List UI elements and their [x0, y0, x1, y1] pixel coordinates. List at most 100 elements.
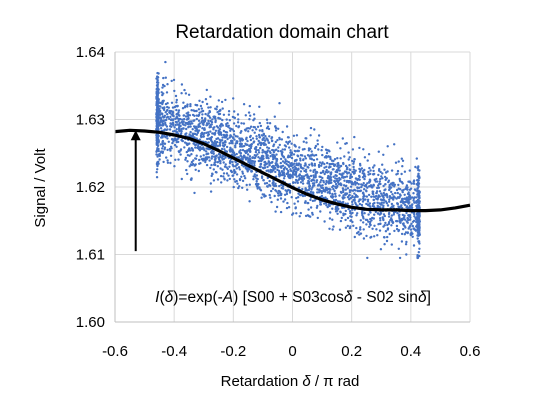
- scatter-point: [405, 211, 408, 215]
- scatter-point: [316, 143, 319, 146]
- scatter-point: [397, 205, 400, 208]
- scatter-point: [271, 170, 274, 173]
- scatter-point: [282, 177, 286, 180]
- scatter-point: [337, 169, 340, 172]
- scatter-point: [230, 141, 233, 145]
- scatter-point: [175, 121, 178, 124]
- scatter-point: [212, 152, 215, 155]
- scatter-point: [336, 212, 339, 215]
- scatter-point: [279, 193, 283, 197]
- scatter-point: [255, 137, 258, 140]
- scatter-point: [309, 169, 312, 172]
- scatter-point: [284, 145, 288, 148]
- scatter-point: [175, 113, 178, 116]
- scatter-point: [212, 179, 216, 182]
- scatter-point: [317, 163, 321, 167]
- scatter-point: [167, 140, 170, 143]
- scatter-point: [255, 177, 258, 180]
- scatter-point: [219, 125, 222, 128]
- scatter-point: [276, 166, 280, 169]
- scatter-point: [198, 158, 201, 162]
- scatter-point: [373, 213, 376, 216]
- scatter-point: [285, 140, 288, 144]
- scatter-point: [221, 139, 224, 142]
- scatter-point: [388, 188, 391, 192]
- scatter-point: [260, 196, 263, 199]
- scatter-point: [275, 160, 278, 163]
- scatter-point: [166, 113, 169, 116]
- formula-part: ]: [427, 289, 431, 306]
- scatter-point: [277, 146, 280, 149]
- scatter-point: [367, 170, 370, 174]
- scatter-point: [200, 135, 203, 138]
- scatter-point: [296, 200, 300, 203]
- scatter-point: [377, 150, 380, 153]
- scatter-point: [261, 138, 264, 142]
- scatter-point: [342, 190, 345, 194]
- scatter-point: [369, 211, 372, 214]
- scatter-point: [193, 119, 196, 122]
- scatter-point: [328, 227, 331, 230]
- scatter-point: [281, 151, 284, 154]
- scatter-point: [207, 147, 210, 151]
- scatter-point: [160, 91, 163, 94]
- scatter-point: [232, 97, 235, 100]
- scatter-point: [281, 148, 284, 151]
- scatter-point: [365, 223, 368, 226]
- scatter-point: [232, 130, 236, 133]
- scatter-point: [361, 214, 364, 217]
- scatter-point: [257, 151, 261, 154]
- scatter-point: [209, 190, 213, 193]
- scatter-point: [290, 142, 293, 145]
- scatter-point: [355, 232, 359, 235]
- scatter-point: [372, 198, 375, 202]
- scatter-point: [194, 157, 198, 160]
- scatter-point: [156, 78, 159, 82]
- scatter-point: [214, 155, 218, 158]
- scatter-point: [309, 134, 312, 137]
- scatter-point: [245, 127, 248, 130]
- scatter-point: [178, 123, 181, 127]
- x-tick-label: -0.2: [220, 343, 246, 360]
- scatter-point: [208, 126, 211, 129]
- scatter-point: [403, 203, 407, 207]
- scatter-point: [418, 191, 421, 194]
- scatter-point: [349, 215, 352, 218]
- scatter-point: [210, 163, 213, 167]
- scatter-point: [198, 99, 201, 103]
- scatter-point: [363, 195, 366, 198]
- scatter-point: [171, 141, 174, 145]
- scatter-point: [370, 186, 373, 189]
- scatter-point: [291, 171, 295, 174]
- scatter-point: [155, 171, 158, 174]
- scatter-point: [321, 189, 325, 193]
- scatter-point: [320, 164, 323, 167]
- scatter-point: [264, 163, 268, 166]
- scatter-point: [361, 200, 365, 203]
- scatter-point: [359, 219, 362, 222]
- scatter-point: [163, 84, 166, 88]
- scatter-point: [161, 142, 164, 146]
- scatter-point: [333, 158, 337, 161]
- scatter-point: [317, 165, 321, 169]
- scatter-point: [215, 171, 218, 174]
- scatter-point: [412, 179, 416, 182]
- scatter-point: [218, 128, 222, 131]
- scatter-point: [412, 182, 416, 185]
- scatter-point: [414, 228, 417, 231]
- scatter-point: [316, 139, 319, 142]
- scatter-point: [164, 111, 167, 114]
- scatter-point: [223, 148, 226, 151]
- scatter-point: [402, 222, 405, 225]
- scatter-point: [394, 191, 397, 195]
- scatter-point: [352, 165, 355, 169]
- scatter-point: [276, 168, 279, 172]
- scatter-point: [156, 117, 160, 120]
- scatter-point: [268, 163, 271, 167]
- scatter-point: [417, 165, 420, 168]
- scatter-point: [401, 165, 404, 168]
- scatter-point: [194, 163, 197, 166]
- scatter-point: [268, 193, 271, 197]
- scatter-point: [331, 192, 334, 196]
- scatter-point: [216, 111, 219, 114]
